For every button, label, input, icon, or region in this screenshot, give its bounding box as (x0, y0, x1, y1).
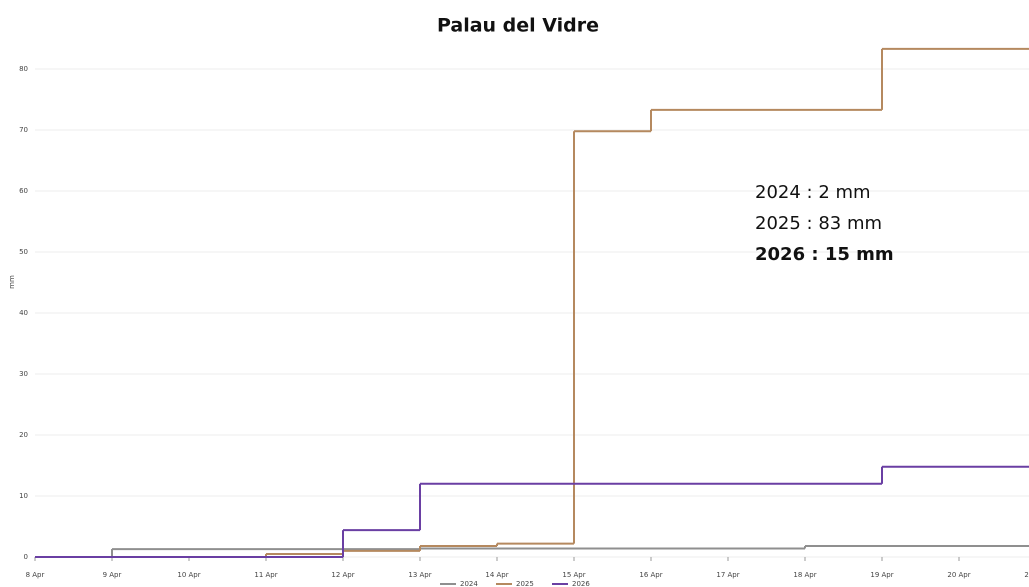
x-tick-label: 17 Apr (716, 571, 739, 579)
x-tick-label: 11 Apr (254, 571, 277, 579)
x-tick-label: 12 Apr (331, 571, 354, 579)
x-tick-label: 8 Apr (26, 571, 45, 579)
legend-label: 2026 (572, 580, 590, 587)
x-tick-label: 14 Apr (485, 571, 508, 579)
legend-label: 2025 (516, 580, 534, 587)
y-tick-label: 20 (19, 431, 28, 439)
x-tick-label: 13 Apr (408, 571, 431, 579)
x-tick-label: 15 Apr (562, 571, 585, 579)
x-tick-label: 18 Apr (793, 571, 816, 579)
y-tick-label: 0 (24, 553, 28, 561)
y-tick-label: 10 (19, 492, 28, 500)
y-tick-label: 70 (19, 126, 28, 134)
y-axis-label: mm (8, 275, 16, 289)
y-tick-label: 60 (19, 187, 28, 195)
y-tick-label: 80 (19, 65, 28, 73)
legend-label: 2024 (460, 580, 478, 587)
annotation: 2024 : 2 mm (755, 182, 871, 203)
annotation: 2026 : 15 mm (755, 244, 894, 265)
x-tick-label: 19 Apr (870, 571, 893, 579)
annotation: 2025 : 83 mm (755, 213, 882, 234)
y-tick-label: 30 (19, 370, 28, 378)
x-tick-label: 10 Apr (177, 571, 200, 579)
x-tick-label: 16 Apr (639, 571, 662, 579)
x-tick-label: 9 Apr (103, 571, 122, 579)
y-tick-label: 40 (19, 309, 28, 317)
x-tick-label: 20 Apr (947, 571, 970, 579)
y-tick-label: 50 (19, 248, 28, 256)
x-tick-label: 21 Apr (1024, 571, 1029, 579)
chart-title: Palau del Vidre (437, 15, 599, 37)
